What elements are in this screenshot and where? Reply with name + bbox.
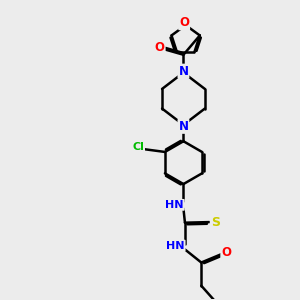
Text: S: S [211,216,220,229]
Text: Cl: Cl [132,142,144,152]
Text: O: O [221,246,231,259]
Text: O: O [179,16,189,29]
Text: N: N [178,120,188,133]
Text: O: O [155,41,165,54]
Text: HN: HN [165,200,184,210]
Text: N: N [178,64,188,78]
Text: HN: HN [166,241,185,250]
